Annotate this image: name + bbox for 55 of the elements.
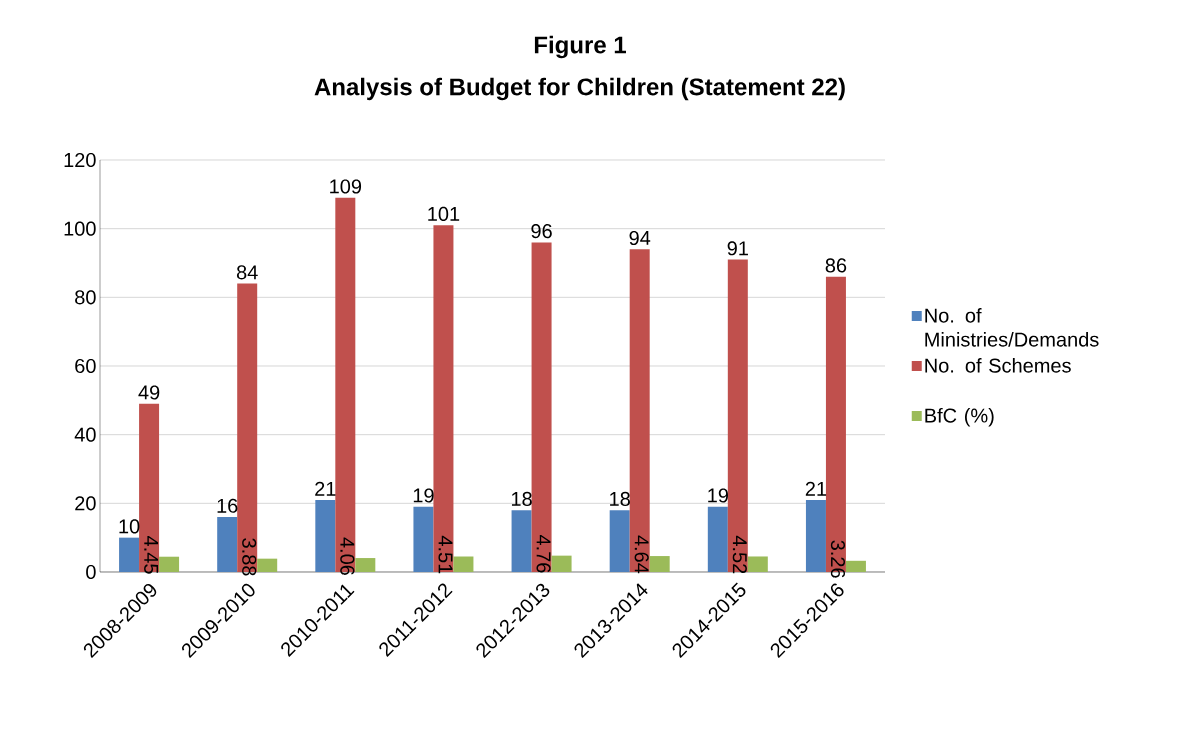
bar — [413, 506, 434, 572]
chart-title: Figure 1 — [534, 35, 626, 59]
bar — [609, 510, 630, 572]
bar — [355, 558, 376, 572]
bar — [159, 556, 180, 572]
data-label: 109 — [330, 179, 362, 194]
y-tick-label: 60 — [75, 358, 96, 374]
data-label: 4.51 — [438, 535, 453, 574]
data-label: 18 — [511, 491, 532, 506]
data-label: 101 — [428, 206, 460, 222]
legend-label: No. of Ministries/Demands — [925, 308, 1099, 347]
data-label: 3.88 — [242, 538, 257, 576]
bar — [629, 249, 650, 572]
legend-label: No. of Schemes — [925, 357, 1071, 373]
y-tick-label: 0 — [86, 564, 96, 580]
data-label: 49 — [138, 385, 160, 400]
bar — [531, 242, 552, 572]
bar — [747, 556, 768, 572]
data-label: 94 — [629, 230, 651, 246]
chart-subtitle: Analysis of Budget for Children (Statement 22) — [314, 77, 845, 101]
bar — [453, 556, 474, 572]
data-label: 84 — [236, 265, 258, 280]
bar — [433, 225, 454, 572]
data-label: 91 — [727, 241, 748, 256]
legend-label: BfC (%) — [925, 407, 994, 427]
bar — [727, 259, 748, 572]
data-label: 21 — [315, 481, 336, 496]
bar — [805, 499, 826, 572]
data-label: 19 — [708, 488, 728, 503]
data-label: 86 — [825, 258, 847, 273]
data-label: 21 — [805, 481, 827, 496]
data-label: 4.52 — [732, 535, 747, 574]
y-tick-label: 40 — [74, 427, 96, 442]
bar — [845, 560, 866, 572]
bar — [217, 517, 238, 572]
bar — [551, 555, 572, 572]
data-label: 4.45 — [144, 536, 159, 574]
data-label: 4.64 — [634, 535, 649, 574]
data-label: 3.26 — [830, 540, 846, 578]
bar — [707, 506, 728, 572]
bar — [315, 499, 336, 572]
data-label: 96 — [531, 224, 552, 239]
bar — [511, 510, 532, 572]
bar — [119, 537, 140, 572]
data-label: 18 — [610, 491, 630, 506]
y-tick-label: 20 — [75, 496, 96, 511]
bar — [257, 558, 278, 572]
y-tick-label: 100 — [64, 221, 96, 236]
y-tick-label: 80 — [75, 290, 96, 305]
data-label: 19 — [413, 488, 434, 503]
bar — [649, 556, 670, 572]
data-label: 4.76 — [536, 534, 551, 573]
y-tick-label: 120 — [64, 152, 96, 168]
data-label: 4.06 — [340, 537, 355, 575]
bar — [139, 403, 160, 572]
